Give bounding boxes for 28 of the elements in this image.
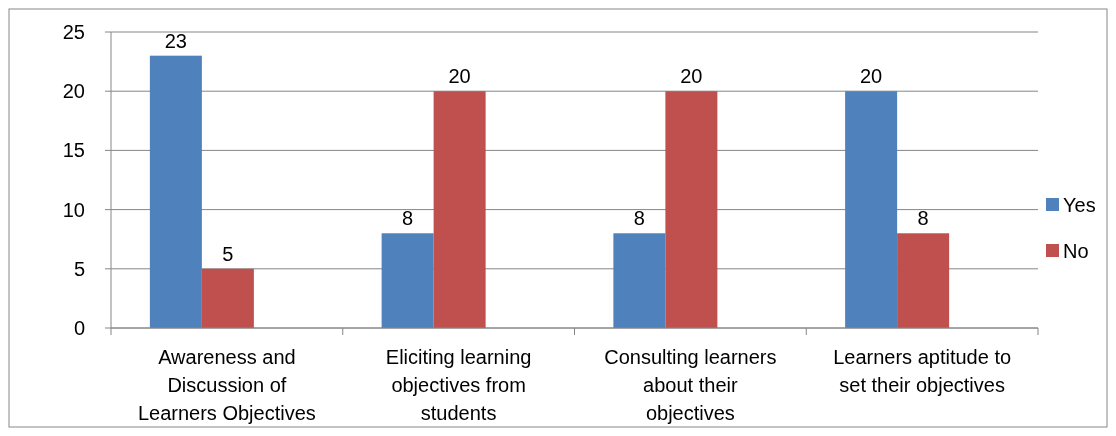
- data-label: 20: [680, 65, 703, 88]
- bar: [381, 233, 434, 328]
- bar: [897, 233, 950, 328]
- y-tick-label: 15: [62, 139, 85, 162]
- data-label: 5: [222, 242, 234, 265]
- y-tick-label: 5: [73, 257, 85, 280]
- bar: [613, 233, 666, 328]
- bar: [665, 91, 718, 328]
- y-tick-label: 25: [62, 21, 85, 43]
- bar: [845, 91, 898, 328]
- data-label: 20: [448, 65, 471, 88]
- x-tick-label: Eliciting learning objectives from students: [385, 346, 532, 424]
- bar: [149, 55, 202, 328]
- x-tick-label: Consulting learners about their objectives: [604, 346, 777, 424]
- data-label: 20: [860, 65, 883, 88]
- y-tick-label: 10: [62, 198, 85, 221]
- legend-label: Yes: [1063, 194, 1096, 216]
- bar: [433, 91, 486, 328]
- bar: [201, 268, 254, 328]
- data-label: 23: [164, 29, 187, 52]
- x-tick-label: Awareness and Discussion of Learners Objectives: [137, 346, 316, 424]
- data-label: 8: [633, 207, 645, 230]
- data-label: 8: [917, 207, 929, 230]
- y-tick-label: 20: [62, 80, 85, 103]
- x-tick-label: Learners aptitude to set their objectives: [833, 346, 1012, 396]
- legend-label: No: [1063, 240, 1089, 262]
- data-label: 8: [402, 207, 414, 230]
- y-tick-label: 0: [73, 317, 85, 339]
